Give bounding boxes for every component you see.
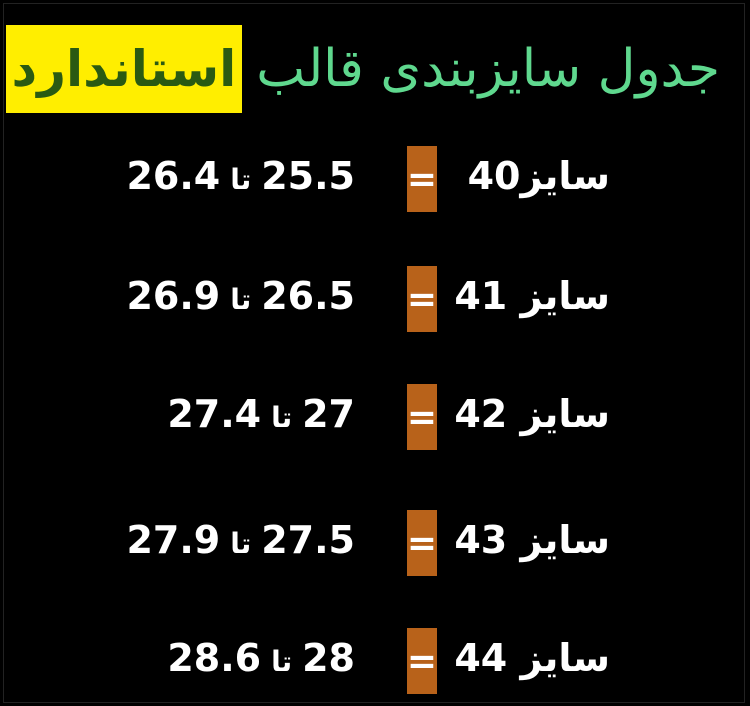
equals-sign: =	[406, 278, 438, 320]
range-to-word: تا	[230, 527, 252, 560]
equals-sign: =	[406, 158, 438, 200]
range-from: 28	[302, 636, 355, 680]
range-to-word: تا	[271, 401, 293, 434]
range-from: 25.5	[261, 154, 355, 198]
page-title: جدول سایزبندی قالب استاندارد	[5, 24, 720, 114]
size-row: سایز 42 = 27 تا 27.4	[0, 384, 750, 454]
range-to-word: تا	[271, 645, 293, 678]
size-label: سایز40	[467, 154, 610, 198]
equals-box: =	[407, 510, 437, 576]
size-label: سایز 44	[454, 636, 610, 680]
size-row: سایز 43 = 27.5 تا 27.9	[0, 510, 750, 580]
size-row: سایز 41 = 26.5 تا 26.9	[0, 266, 750, 336]
title-main: جدول سایزبندی قالب	[256, 39, 720, 99]
size-row: سایز 44 = 28 تا 28.6	[0, 628, 750, 698]
range-to: 28.6	[167, 636, 262, 680]
equals-box: =	[407, 628, 437, 694]
range-from: 27	[302, 392, 355, 436]
range-to: 26.4	[126, 154, 221, 198]
size-range: 25.5 تا 26.4	[126, 154, 355, 198]
size-range: 26.5 تا 26.9	[126, 274, 355, 318]
range-to-word: تا	[230, 163, 252, 196]
size-label: سایز 43	[454, 518, 610, 562]
range-to-word: تا	[230, 283, 252, 316]
range-from: 27.5	[261, 518, 355, 562]
equals-sign: =	[406, 396, 438, 438]
image-frame	[3, 3, 745, 703]
range-to: 27.4	[167, 392, 262, 436]
range-to: 26.9	[126, 274, 221, 318]
title-highlight: استاندارد	[5, 25, 243, 113]
equals-box: =	[407, 146, 437, 212]
size-label: سایز 42	[454, 392, 610, 436]
size-range: 28 تا 28.6	[167, 636, 355, 680]
size-label: سایز 41	[454, 274, 610, 318]
equals-box: =	[407, 266, 437, 332]
equals-box: =	[407, 384, 437, 450]
equals-sign: =	[406, 640, 438, 682]
size-range: 27.5 تا 27.9	[126, 518, 355, 562]
range-to: 27.9	[126, 518, 221, 562]
size-range: 27 تا 27.4	[167, 392, 355, 436]
range-from: 26.5	[261, 274, 355, 318]
size-row: سایز40 = 25.5 تا 26.4	[0, 146, 750, 216]
equals-sign: =	[406, 522, 438, 564]
